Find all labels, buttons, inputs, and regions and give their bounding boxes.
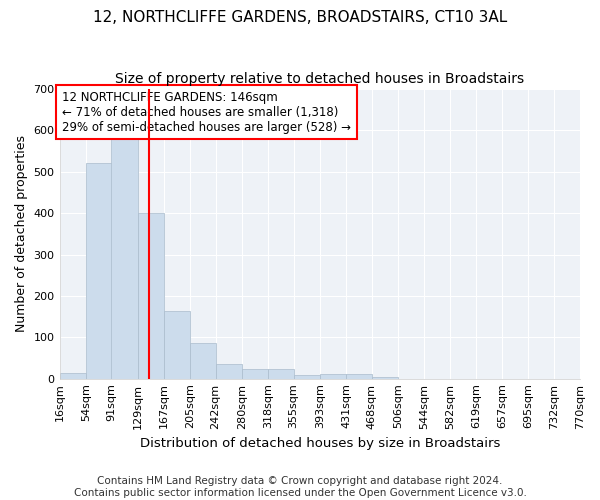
Bar [371, 376, 398, 378]
Bar [86, 162, 112, 378]
Bar [215, 364, 242, 378]
Bar [346, 374, 372, 378]
Title: Size of property relative to detached houses in Broadstairs: Size of property relative to detached ho… [115, 72, 524, 86]
Bar [164, 311, 190, 378]
X-axis label: Distribution of detached houses by size in Broadstairs: Distribution of detached houses by size … [140, 437, 500, 450]
Bar [320, 374, 346, 378]
Bar [268, 369, 294, 378]
Bar [59, 373, 86, 378]
Text: 12, NORTHCLIFFE GARDENS, BROADSTAIRS, CT10 3AL: 12, NORTHCLIFFE GARDENS, BROADSTAIRS, CT… [93, 10, 507, 25]
Bar [190, 342, 216, 378]
Bar [293, 374, 320, 378]
Text: 12 NORTHCLIFFE GARDENS: 146sqm
← 71% of detached houses are smaller (1,318)
29% : 12 NORTHCLIFFE GARDENS: 146sqm ← 71% of … [62, 90, 351, 134]
Y-axis label: Number of detached properties: Number of detached properties [15, 136, 28, 332]
Bar [112, 138, 137, 378]
Bar [137, 213, 164, 378]
Bar [242, 369, 268, 378]
Text: Contains HM Land Registry data © Crown copyright and database right 2024.
Contai: Contains HM Land Registry data © Crown c… [74, 476, 526, 498]
